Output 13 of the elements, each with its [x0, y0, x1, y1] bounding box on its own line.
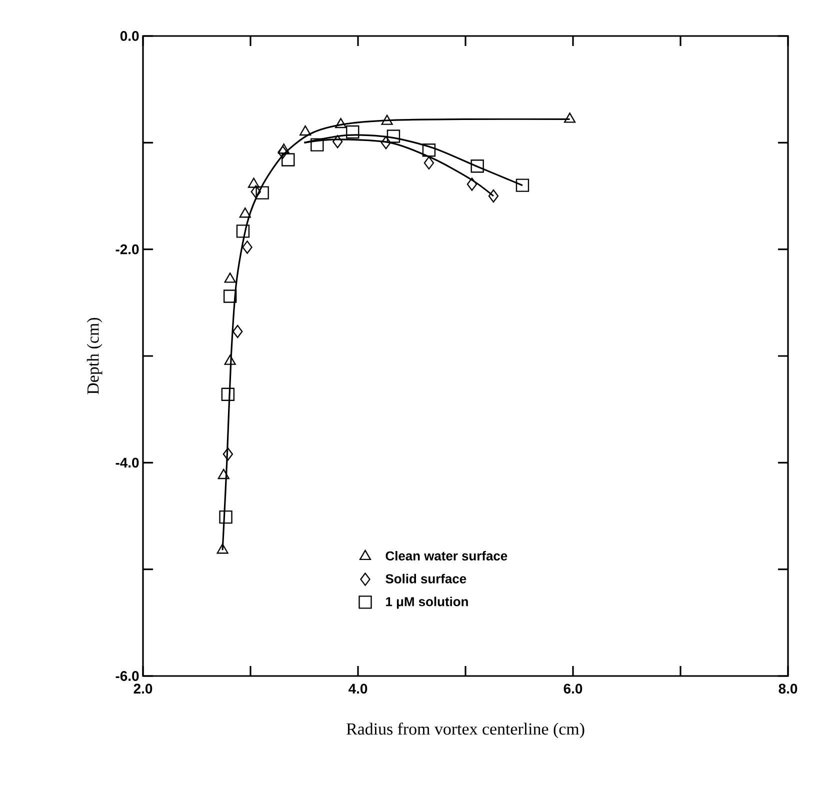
x-tick-label: 4.0 [348, 684, 368, 694]
y-tick-label: -4.0 [116, 458, 139, 468]
y-tick-label: -2.0 [116, 244, 139, 254]
legend-label: 1 μM solution [386, 596, 468, 609]
y-tick-label: 0.0 [120, 31, 139, 41]
y-tick-label: -6.0 [116, 671, 139, 681]
legend-label: Solid surface [386, 574, 466, 584]
x-axis-title: Radius from vortex centerline (cm) [346, 722, 584, 738]
y-axis-title: Depth (cm) [86, 318, 102, 394]
x-tick-label: 8.0 [778, 684, 798, 694]
x-tick-label: 2.0 [134, 684, 152, 694]
x-tick-label: 6.0 [564, 684, 582, 694]
legend-label: Clean water surface [386, 550, 508, 561]
